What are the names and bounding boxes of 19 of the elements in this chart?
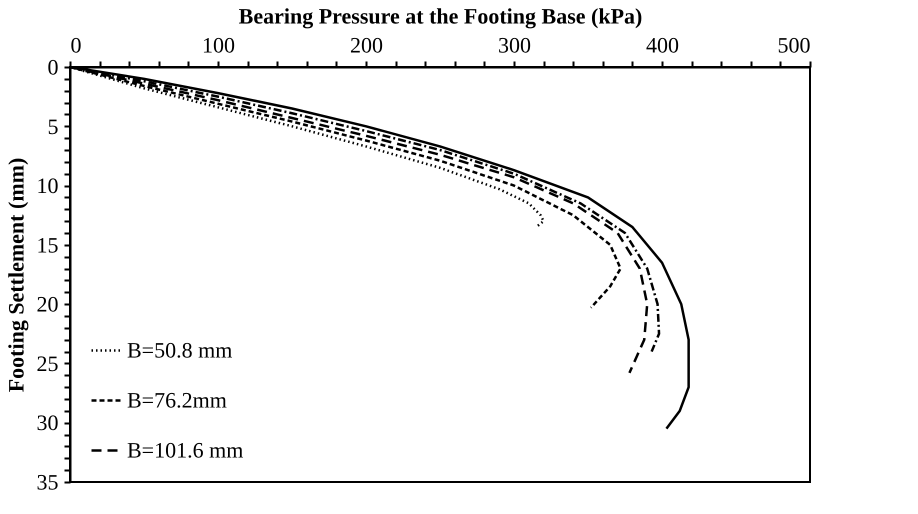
y-tick-label: 25: [36, 350, 58, 376]
x-tick-label: 100: [202, 32, 235, 58]
x-tick-label: 500: [778, 32, 810, 58]
legend-label: B=76.2mm: [127, 388, 227, 412]
x-tick-label: 200: [350, 32, 383, 58]
x-axis-title: Bearing Pressure at the Footing Base (kPa): [238, 4, 642, 28]
x-tick-label: 300: [498, 32, 531, 58]
x-tick-label: 0: [70, 32, 82, 58]
y-tick-label: 35: [36, 470, 58, 494]
y-tick-label: 0: [48, 54, 58, 80]
y-tick-label: 15: [36, 232, 58, 258]
legend-label: B=101.6 mm: [127, 438, 244, 462]
y-tick-label: 20: [36, 292, 58, 317]
y-tick-label: 30: [36, 410, 58, 436]
legend-label: B=50.8 mm: [127, 338, 232, 362]
x-tick-label: 400: [646, 32, 679, 58]
y-axis-title: Footing Settlement (mm): [4, 158, 28, 392]
y-tick-label: 5: [48, 114, 58, 139]
y-tick-label: 10: [36, 173, 58, 198]
